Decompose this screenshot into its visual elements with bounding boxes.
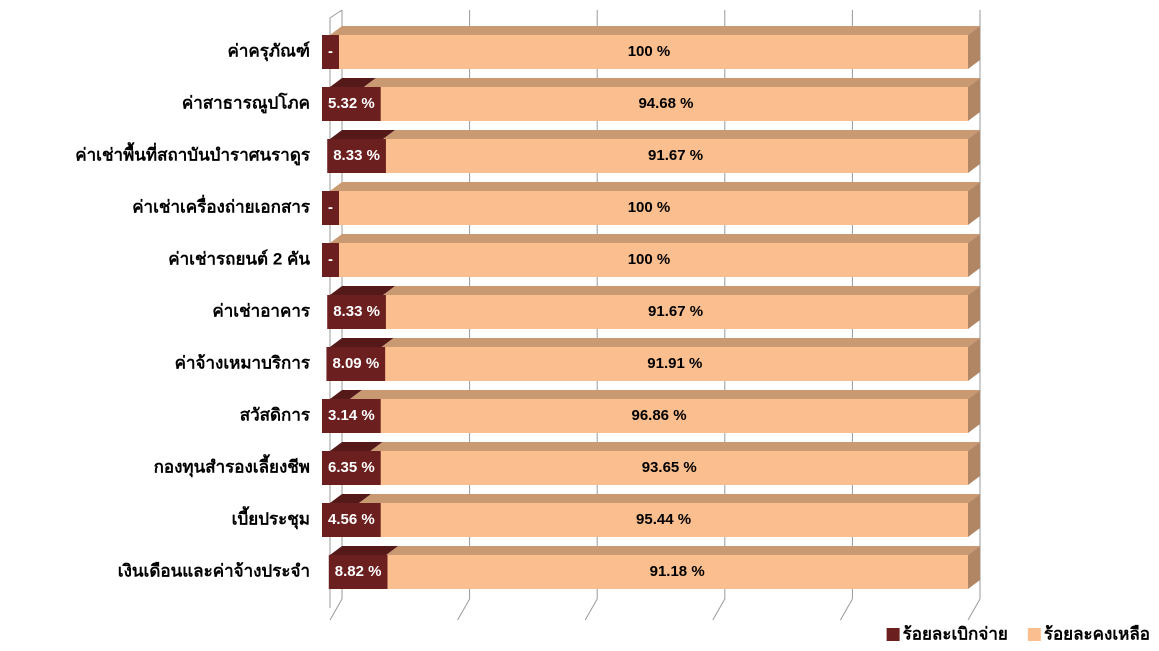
- bar-side: [968, 78, 980, 121]
- category-label: สวัสดิการ: [240, 405, 311, 424]
- bar-side: [968, 182, 980, 225]
- bar-side: [968, 442, 980, 485]
- category-label: กองทุนสำรองเลี้ยงชีพ: [154, 453, 310, 477]
- data-label: 8.33 %: [333, 147, 380, 164]
- bar: [386, 555, 968, 589]
- bar-top: [350, 390, 980, 399]
- data-label: 94.68 %: [638, 95, 693, 112]
- data-label: 3.14 %: [328, 407, 375, 424]
- bar-side: [968, 286, 980, 329]
- bar-top: [330, 494, 372, 503]
- bar-top: [363, 78, 980, 87]
- bar-top: [330, 390, 363, 399]
- data-label: 8.09 %: [332, 355, 379, 372]
- bar-top: [330, 546, 399, 555]
- data-label-bg: [322, 35, 339, 69]
- grid-line: [329, 598, 343, 621]
- bar-side: [968, 390, 980, 433]
- bar-side: [968, 338, 980, 381]
- bar: [350, 399, 968, 433]
- data-label-bg: [326, 347, 386, 381]
- bar: [330, 243, 968, 277]
- data-label-bg: [322, 399, 381, 433]
- category-label: ค่าจ้างเหมาบริการ: [175, 353, 311, 372]
- category-label: ค่าเช่าพื้นที่สถาบันบำราศนราดูร: [75, 141, 311, 166]
- data-label-bg: [322, 503, 381, 537]
- category-label: เงินเดือนและค่าจ้างประจำ: [118, 560, 310, 580]
- data-label-bg: [322, 243, 339, 277]
- data-label: -: [328, 43, 333, 60]
- data-label-bg: [322, 191, 339, 225]
- bar-top: [330, 442, 383, 451]
- category-label: ค่าเช่ารถยนต์ 2 คัน: [168, 248, 310, 268]
- bar-side: [968, 546, 980, 589]
- legend-label: ร้อยละเบิกจ่าย: [903, 624, 1008, 643]
- bar: [383, 139, 968, 173]
- bar-side: [968, 130, 980, 173]
- grid-line: [839, 598, 853, 621]
- bar-top: [330, 130, 396, 139]
- bar-top: [330, 286, 396, 295]
- data-label: 6.35 %: [328, 459, 375, 476]
- bar: [363, 87, 968, 121]
- data-label: 91.18 %: [650, 563, 705, 580]
- legend-label: ร้อยละคงเหลือ: [1044, 623, 1150, 643]
- bar-top: [330, 338, 394, 347]
- data-label: 8.82 %: [335, 563, 382, 580]
- category-label: ค่าเช่าเครื่องถ่ายเอกสาร: [132, 194, 311, 216]
- bar-side: [968, 26, 980, 69]
- data-label: 91.91 %: [647, 355, 702, 372]
- bar-top: [330, 182, 980, 191]
- data-label-bg: [322, 451, 381, 485]
- data-label: 95.44 %: [636, 511, 691, 528]
- data-label-bg: [327, 295, 386, 329]
- data-label: -: [328, 251, 333, 268]
- grid-line: [967, 598, 981, 621]
- data-label: 8.33 %: [333, 303, 380, 320]
- grid-line: [712, 598, 726, 621]
- data-label: 93.65 %: [642, 459, 697, 476]
- data-label: 100 %: [628, 199, 671, 216]
- data-label-bg: [322, 87, 381, 121]
- grid-line: [584, 598, 598, 621]
- grid-line: [457, 598, 471, 621]
- legend-swatch: [1027, 628, 1041, 641]
- data-label: 91.67 %: [648, 303, 703, 320]
- bar-side: [968, 494, 980, 537]
- bar-top: [370, 442, 980, 451]
- bar-top: [386, 546, 980, 555]
- bar-top: [330, 234, 980, 243]
- data-label: -: [328, 199, 333, 216]
- axis-line: [329, 9, 343, 19]
- bar: [370, 451, 968, 485]
- data-label: 4.56 %: [328, 511, 375, 528]
- legend-swatch: [886, 628, 900, 641]
- bar: [359, 503, 969, 537]
- data-label-bg: [327, 139, 386, 173]
- category-label: เบี้ยประชุม: [232, 505, 310, 529]
- data-label: 96.86 %: [631, 407, 686, 424]
- bar: [330, 191, 968, 225]
- bar-top: [359, 494, 981, 503]
- bar-top: [383, 286, 980, 295]
- category-label: ค่าเช่าอาคาร: [212, 301, 310, 320]
- bar: [383, 295, 968, 329]
- data-label-bg: [328, 555, 388, 589]
- data-label: 5.32 %: [328, 95, 375, 112]
- bar: [330, 35, 968, 69]
- data-label: 100 %: [628, 43, 671, 60]
- bar: [381, 347, 968, 381]
- bar-side: [968, 234, 980, 277]
- bar-top: [383, 130, 980, 139]
- bar-top: [330, 26, 980, 35]
- category-label: ค่าสาธารณูปโภค: [182, 92, 310, 114]
- data-label: 100 %: [628, 251, 671, 268]
- category-label: ค่าครุภัณฑ์: [227, 40, 310, 61]
- bar-top: [330, 78, 376, 87]
- bar-top: [381, 338, 980, 347]
- data-label: 91.67 %: [648, 147, 703, 164]
